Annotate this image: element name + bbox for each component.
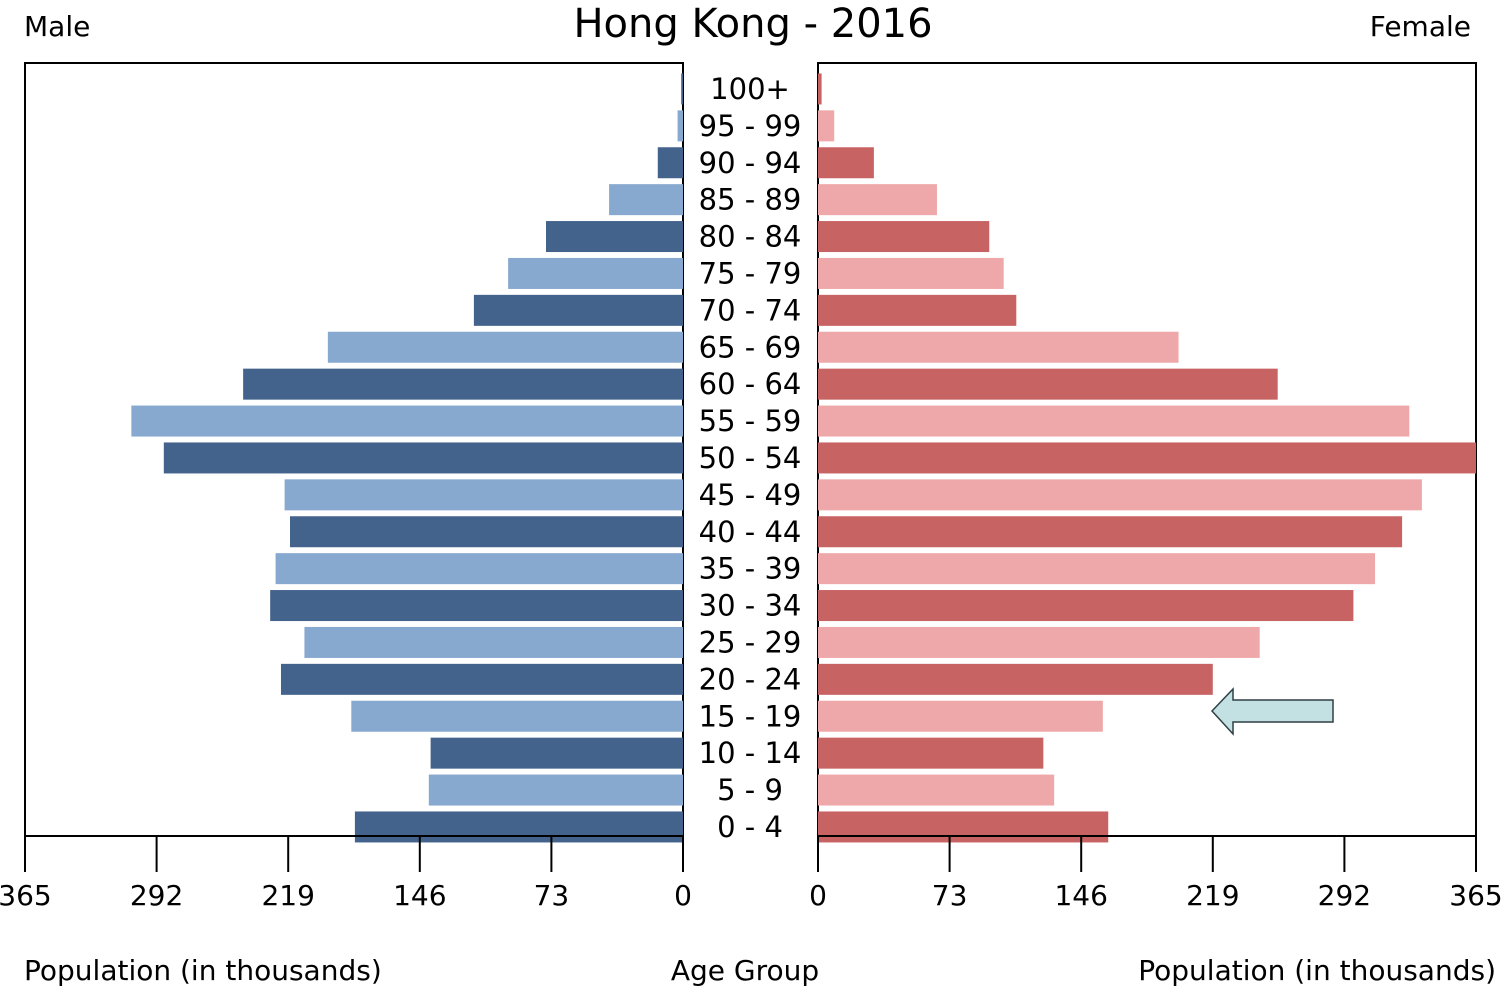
tick-label: 0 [809, 879, 827, 912]
tick-label: 146 [393, 879, 446, 912]
male-bar [677, 110, 683, 142]
age-group-label: 55 - 59 [699, 404, 802, 438]
female-label: Female [1370, 10, 1471, 43]
female-bar [818, 700, 1103, 732]
male-bar [681, 73, 683, 105]
female-bar [818, 663, 1213, 695]
age-group-label: 85 - 89 [699, 183, 802, 217]
female-bar [818, 442, 1476, 474]
age-group-label: 100+ [710, 72, 790, 106]
tick-label: 73 [534, 879, 570, 912]
female-bar [818, 590, 1354, 622]
female-bar [818, 737, 1044, 769]
male-bar [545, 221, 683, 253]
age-group-label: 75 - 79 [699, 256, 802, 290]
female-bar [818, 811, 1109, 843]
male-bar [270, 590, 683, 622]
age-group-label: 5 - 9 [717, 773, 783, 807]
male-x-axis: 365 292 219 146 73 0 [0, 835, 692, 912]
tick-label: 292 [130, 879, 183, 912]
x-axis-title-right: Population (in thousands) [1138, 954, 1496, 987]
x-axis-title-left: Population (in thousands) [24, 954, 382, 987]
male-bar [163, 442, 683, 474]
male-bar [430, 737, 683, 769]
age-group-label: 70 - 74 [699, 293, 802, 327]
age-group-label: 90 - 94 [699, 146, 802, 180]
female-bar [818, 110, 835, 142]
male-bar [131, 405, 684, 437]
age-group-label: 95 - 99 [699, 109, 802, 143]
male-bar [243, 368, 683, 400]
female-bars [818, 73, 1476, 843]
male-label: Male [24, 10, 90, 43]
female-bar [818, 184, 937, 216]
female-bar [818, 147, 874, 179]
age-group-label: 65 - 69 [699, 330, 802, 364]
tick-label: 219 [1186, 879, 1239, 912]
male-bar [275, 553, 683, 585]
female-bar [818, 257, 1004, 289]
female-bar [818, 774, 1055, 806]
male-bar [290, 516, 683, 548]
age-group-label: 45 - 49 [699, 478, 802, 512]
tick-label: 219 [261, 879, 314, 912]
tick-label: 365 [1449, 879, 1502, 912]
age-group-label: 80 - 84 [699, 220, 802, 254]
age-group-label: 10 - 14 [699, 736, 802, 770]
age-group-label: 40 - 44 [699, 515, 802, 549]
male-bar [508, 257, 683, 289]
female-bar [818, 73, 822, 105]
age-group-label: 20 - 24 [699, 662, 802, 696]
female-bar [818, 221, 990, 253]
age-group-label: 50 - 54 [699, 441, 802, 475]
male-bar [657, 147, 683, 179]
age-group-label: 15 - 19 [699, 699, 802, 733]
female-bar [818, 516, 1403, 548]
female-bar [818, 626, 1260, 658]
female-bar [818, 479, 1422, 511]
male-bar [354, 811, 683, 843]
female-x-axis: 0 73 146 219 292 365 [809, 835, 1503, 912]
annotation-arrow [1210, 687, 1334, 736]
tick-label: 73 [932, 879, 968, 912]
female-bar [818, 553, 1376, 585]
age-group-label: 0 - 4 [717, 810, 783, 844]
male-bar [304, 626, 683, 658]
x-axis-title-center: Age Group [671, 954, 819, 987]
tick-label: 0 [674, 879, 692, 912]
age-group-label: 25 - 29 [699, 625, 802, 659]
tick-label: 292 [1318, 879, 1371, 912]
male-bar [428, 774, 683, 806]
female-bar [818, 405, 1410, 437]
female-bar [818, 294, 1017, 326]
female-bar [818, 331, 1179, 363]
female-bar [818, 368, 1278, 400]
male-bars [131, 73, 684, 843]
tick-label: 365 [0, 879, 52, 912]
male-bar [280, 663, 683, 695]
male-bar [609, 184, 683, 216]
male-bar [473, 294, 683, 326]
age-group-label: 30 - 34 [699, 589, 802, 623]
male-bar [284, 479, 683, 511]
age-group-label: 60 - 64 [699, 367, 802, 401]
chart-title: Hong Kong - 2016 [573, 1, 932, 47]
male-bar [327, 331, 683, 363]
male-bar [351, 700, 683, 732]
age-group-label: 35 - 39 [699, 552, 802, 586]
tick-label: 146 [1054, 879, 1107, 912]
